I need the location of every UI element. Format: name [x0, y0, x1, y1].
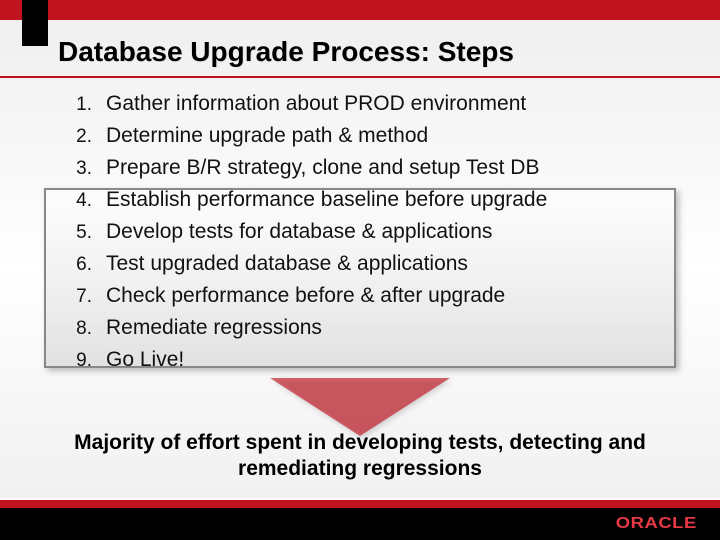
list-item: 8. Remediate regressions — [68, 316, 660, 340]
step-text: Remediate regressions — [106, 316, 322, 340]
top-black-accent — [22, 0, 48, 46]
oracle-logo: ORACLE — [616, 515, 697, 533]
step-number: 2. — [68, 126, 106, 148]
step-number: 9. — [68, 350, 106, 372]
step-text: Develop tests for database & application… — [106, 220, 492, 244]
step-number: 1. — [68, 94, 106, 116]
step-number: 5. — [68, 222, 106, 244]
footer-red-bar — [0, 498, 720, 508]
list-item: 9. Go Live! — [68, 348, 660, 372]
step-number: 6. — [68, 254, 106, 276]
step-number: 8. — [68, 318, 106, 340]
chevron-down-arrow — [270, 378, 450, 436]
step-text: Prepare B/R strategy, clone and setup Te… — [106, 156, 539, 180]
list-item: 3. Prepare B/R strategy, clone and setup… — [68, 156, 660, 180]
steps-list: 1. Gather information about PROD environ… — [68, 92, 660, 380]
top-red-bar — [0, 0, 720, 20]
list-item: 7. Check performance before & after upgr… — [68, 284, 660, 308]
page-title: Database Upgrade Process: Steps — [58, 36, 514, 68]
step-text: Go Live! — [106, 348, 184, 372]
list-item: 1. Gather information about PROD environ… — [68, 92, 660, 116]
title-underline — [0, 76, 720, 78]
list-item: 2. Determine upgrade path & method — [68, 124, 660, 148]
step-text: Determine upgrade path & method — [106, 124, 428, 148]
step-number: 3. — [68, 158, 106, 180]
step-number: 4. — [68, 190, 106, 212]
list-item: 5. Develop tests for database & applicat… — [68, 220, 660, 244]
step-text: Check performance before & after upgrade — [106, 284, 505, 308]
slide: Database Upgrade Process: Steps 1. Gathe… — [0, 0, 720, 540]
list-item: 4. Establish performance baseline before… — [68, 188, 660, 212]
summary-text: Majority of effort spent in developing t… — [58, 430, 662, 483]
footer-black-bar: ORACLE — [0, 508, 720, 540]
step-text: Test upgraded database & applications — [106, 252, 468, 276]
step-text: Gather information about PROD environmen… — [106, 92, 526, 116]
list-item: 6. Test upgraded database & applications — [68, 252, 660, 276]
step-text: Establish performance baseline before up… — [106, 188, 547, 212]
step-number: 7. — [68, 286, 106, 308]
